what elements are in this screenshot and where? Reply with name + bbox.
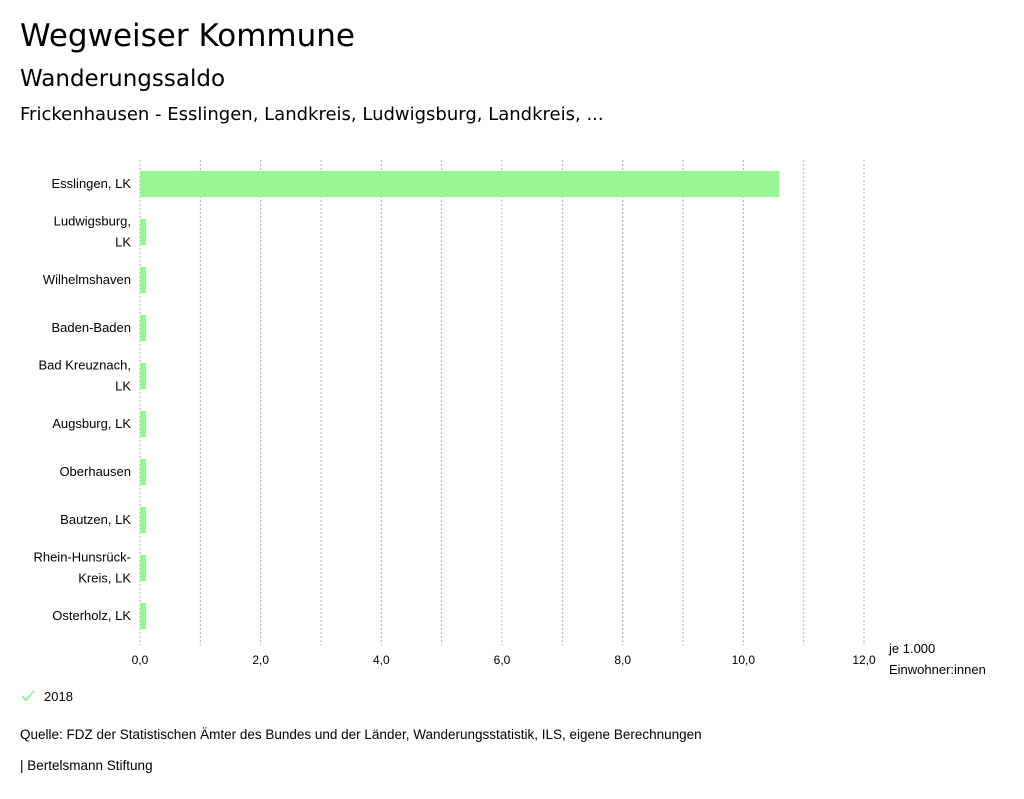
- category-label: Augsburg, LK: [52, 416, 131, 431]
- tick-label: 4,0: [373, 653, 390, 667]
- axis-unit-label: Einwohner:innen: [889, 662, 986, 677]
- credit-note: | Bertelsmann Stiftung: [20, 758, 153, 773]
- legend[interactable]: 2018: [20, 688, 73, 704]
- source-note: Quelle: FDZ der Statistischen Ämter des …: [20, 727, 702, 742]
- category-label: Ludwigsburg, LK: [54, 214, 132, 250]
- category-label: Esslingen, LK: [52, 176, 132, 191]
- selection-description: Frickenhausen - Esslingen, Landkreis, Lu…: [20, 104, 604, 125]
- check-icon: [21, 690, 35, 702]
- bar: [140, 363, 147, 389]
- bar: [140, 411, 147, 437]
- category-label: Bautzen, LK: [60, 512, 131, 527]
- bar: [140, 219, 147, 245]
- tick-label: 0,0: [132, 653, 149, 667]
- category-label: Bad Kreuznach, LK: [38, 358, 131, 394]
- page-title: Wegweiser Kommune: [20, 18, 355, 54]
- bar: [140, 315, 147, 341]
- bar: [140, 603, 147, 629]
- bar: [140, 507, 147, 533]
- tick-label: 6,0: [494, 653, 511, 667]
- bar-chart: Esslingen, LK Ludwigsburg, LK Wilhelmshaven…: [33, 160, 986, 677]
- legend-label: 2018: [44, 688, 73, 704]
- tick-label: 12,0: [852, 653, 876, 667]
- category-label: Osterholz, LK: [52, 608, 131, 623]
- tick-label: 10,0: [732, 653, 756, 667]
- tick-label: 2,0: [252, 653, 269, 667]
- bar: [140, 459, 147, 485]
- chart-subtitle: Wanderungssaldo: [20, 66, 226, 92]
- axis-unit-label: je 1.000: [888, 641, 935, 656]
- category-label: Wilhelmshaven: [43, 272, 131, 287]
- tick-label: 8,0: [614, 653, 631, 667]
- bar: [140, 555, 147, 581]
- category-label: Baden-Baden: [51, 320, 131, 335]
- bar: [140, 267, 147, 293]
- category-label: Rhein-Hunsrück-Kreis, LK: [33, 550, 131, 586]
- bar: [140, 171, 780, 197]
- category-label: Oberhausen: [59, 464, 131, 479]
